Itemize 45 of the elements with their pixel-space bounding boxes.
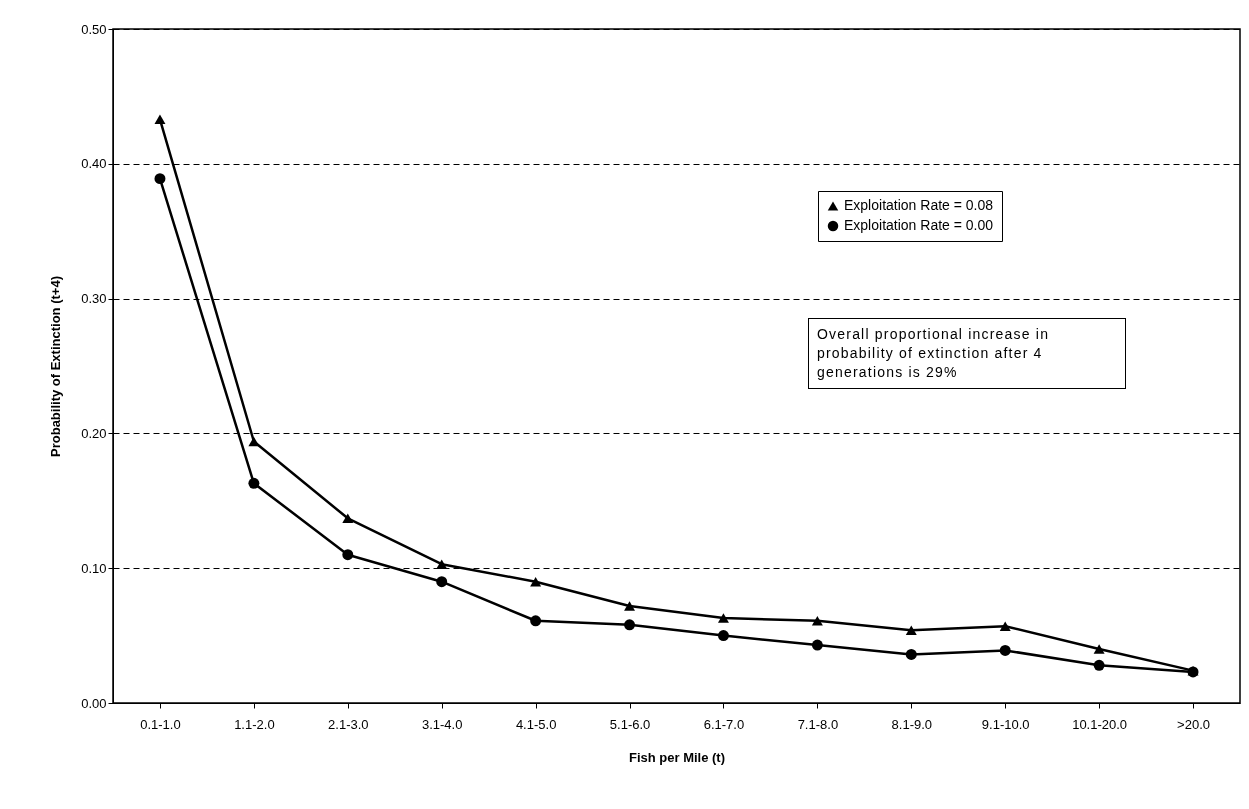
point (248, 436, 260, 447)
point (811, 616, 823, 626)
x-tick-label: 1.1-2.0 (234, 716, 275, 732)
y-tick-label: 0.50 (81, 21, 107, 37)
x-tick-label: 0.1-1.0 (140, 716, 181, 732)
point (999, 644, 1011, 656)
point (905, 625, 917, 635)
x-tick-label: 6.1-7.0 (703, 716, 745, 732)
point (530, 615, 542, 627)
point (436, 559, 448, 569)
point (342, 513, 354, 524)
point (624, 601, 636, 611)
x-tick-label: 3.1-4.0 (421, 716, 463, 732)
point (1093, 659, 1105, 671)
point (999, 621, 1011, 631)
x-tick-label: 8.1-9.0 (891, 716, 933, 732)
point (436, 576, 448, 588)
y-tick-label: 0.20 (81, 425, 107, 441)
y-tick-label: 0.40 (81, 156, 107, 172)
x-tick-label: 4.1-5.0 (515, 716, 557, 732)
x-tick-label: 5.1-6.0 (609, 716, 651, 732)
point (342, 549, 354, 561)
x-tick-label: 10.1-20.0 (1072, 716, 1128, 732)
y-axis-title: Probability of Extinction (t+4) (48, 276, 64, 457)
x-tick-label: 2.1-3.0 (328, 716, 369, 732)
point (624, 619, 636, 631)
point (530, 576, 542, 587)
point (717, 613, 729, 623)
x-tick-label: >20.0 (1177, 716, 1210, 732)
y-tick-label: 0.00 (81, 695, 107, 711)
point (154, 114, 166, 125)
point (154, 173, 166, 185)
y-tick-label: 0.10 (81, 560, 107, 576)
note-box: Overall proportional increase in probability of extinction after 4 generations is 29% (808, 318, 1126, 389)
y-tick-label: 0.30 (81, 291, 107, 307)
legend-label: Exploitation Rate = 0.00 (844, 217, 994, 233)
point (811, 639, 823, 651)
legend-label: Exploitation Rate = 0.08 (844, 197, 994, 213)
x-axis-title: Fish per Mile (t) (628, 749, 726, 765)
x-tick-label: 7.1-8.0 (797, 716, 839, 732)
point (1093, 644, 1105, 654)
point (248, 477, 260, 489)
point (717, 630, 729, 642)
x-tick-label: 9.1-10.0 (981, 716, 1030, 732)
point (905, 649, 917, 660)
